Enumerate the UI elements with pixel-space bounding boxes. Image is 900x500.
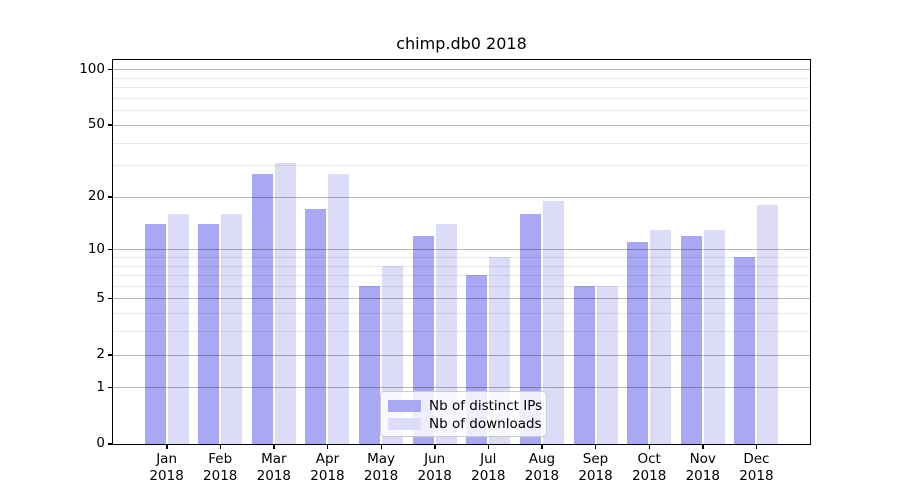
x-tick-label-nov: Nov 2018 [685, 451, 720, 484]
gridline-major-50 [113, 124, 810, 126]
gridline-major-100 [113, 69, 810, 71]
x-tick-label-sep: Sep 2018 [578, 451, 613, 484]
y-tick-mark-2 [108, 354, 112, 356]
y-tick-label-10: 10 [87, 240, 105, 257]
gridline-minor-60 [113, 110, 810, 112]
gridline-minor-40 [113, 142, 810, 144]
bar-downloads-jan [167, 213, 189, 444]
x-tick-mark-feb [219, 445, 222, 449]
gridline-minor-3 [113, 331, 810, 333]
y-tick-mark-50 [108, 124, 112, 126]
gridline-minor-8 [113, 265, 810, 267]
gridline-minor-9 [113, 257, 810, 258]
y-tick-mark-100 [108, 68, 112, 71]
x-tick-mark-nov [702, 445, 704, 449]
bar-distinct-ips-feb [198, 224, 220, 444]
x-tick-label-apr: Apr 2018 [310, 451, 345, 484]
gridline-minor-90 [113, 77, 810, 79]
bar-downloads-nov [703, 229, 725, 444]
x-tick-mark-oct [648, 445, 651, 449]
bar-downloads-mar [274, 162, 296, 444]
bar-downloads-aug [542, 200, 564, 444]
x-tick-label-mar: Mar 2018 [256, 451, 292, 484]
x-tick-mark-jul [487, 445, 490, 449]
gridline-major-20 [113, 196, 810, 198]
gridline-minor-4 [113, 313, 810, 315]
x-tick-mark-mar [273, 445, 275, 449]
x-tick-label-feb: Feb 2018 [203, 451, 238, 484]
y-tick-label-2: 2 [96, 346, 105, 363]
y-tick-label-0: 0 [96, 435, 105, 452]
bar-downloads-jun [435, 224, 457, 444]
gridline-major-2 [113, 354, 810, 356]
bar-distinct-ips-dec [734, 257, 756, 444]
gridline-minor-80 [113, 87, 810, 89]
plot-area [112, 59, 811, 445]
bar-distinct-ips-nov [680, 235, 702, 444]
bar-distinct-ips-sep [573, 285, 595, 444]
y-tick-mark-20 [108, 196, 112, 198]
gridline-major-5 [113, 298, 810, 300]
x-tick-label-dec: Dec 2018 [739, 451, 774, 484]
x-tick-mark-apr [326, 445, 329, 449]
legend: Nb of distinct IPs Nb of downloads [380, 391, 547, 437]
x-tick-mark-aug [541, 445, 543, 449]
y-tick-label-100: 100 [79, 60, 105, 77]
x-tick-mark-sep [595, 445, 597, 449]
bar-downloads-sep [596, 285, 618, 444]
gridline-major-10 [113, 249, 810, 251]
legend-label-distinct-ips: Nb of distinct IPs [429, 398, 543, 414]
legend-swatch-downloads [388, 418, 421, 430]
x-tick-mark-dec [755, 445, 758, 449]
legend-item-downloads: Nb of downloads [388, 415, 542, 433]
y-tick-label-1: 1 [96, 378, 105, 395]
y-tick-mark-1 [108, 386, 112, 389]
y-tick-label-50: 50 [87, 116, 105, 133]
x-tick-mark-may [380, 445, 382, 449]
bar-downloads-feb [221, 213, 243, 444]
x-tick-label-jul: Jul 2018 [471, 451, 506, 484]
bar-downloads-oct [650, 229, 672, 444]
x-tick-label-jan: Jan 2018 [149, 451, 184, 484]
legend-item-distinct-ips: Nb of distinct IPs [388, 397, 542, 415]
bar-distinct-ips-oct [627, 242, 649, 444]
bar-distinct-ips-mar [251, 173, 273, 444]
chart-title: chimp.db0 2018 [396, 34, 527, 53]
y-tick-mark-10 [108, 248, 112, 251]
x-tick-label-jun: Jun 2018 [417, 451, 452, 484]
y-tick-label-5: 5 [96, 289, 105, 306]
gridline-major-1 [113, 387, 810, 389]
gridline-minor-30 [113, 165, 810, 167]
gridline-minor-6 [113, 285, 810, 287]
x-tick-label-may: May 2018 [363, 451, 399, 484]
bar-distinct-ips-jan [144, 224, 166, 444]
gridline-minor-7 [113, 275, 810, 277]
legend-label-downloads: Nb of downloads [429, 416, 542, 432]
gridline-minor-70 [113, 98, 810, 100]
x-tick-label-oct: Oct 2018 [631, 451, 667, 484]
bar-distinct-ips-apr [305, 209, 327, 444]
y-tick-mark-5 [108, 297, 112, 300]
x-tick-label-aug: Aug 2018 [524, 451, 560, 484]
grid-layer [113, 60, 810, 444]
y-tick-mark-0 [108, 443, 112, 445]
y-tick-label-20: 20 [87, 188, 105, 205]
legend-swatch-distinct-ips [388, 400, 421, 412]
bar-distinct-ips-aug [519, 213, 541, 444]
bar-distinct-ips-may [359, 285, 381, 444]
x-tick-mark-jun [434, 445, 436, 449]
bar-downloads-apr [328, 173, 350, 444]
bar-downloads-dec [757, 204, 779, 444]
x-tick-mark-jan [166, 445, 168, 449]
